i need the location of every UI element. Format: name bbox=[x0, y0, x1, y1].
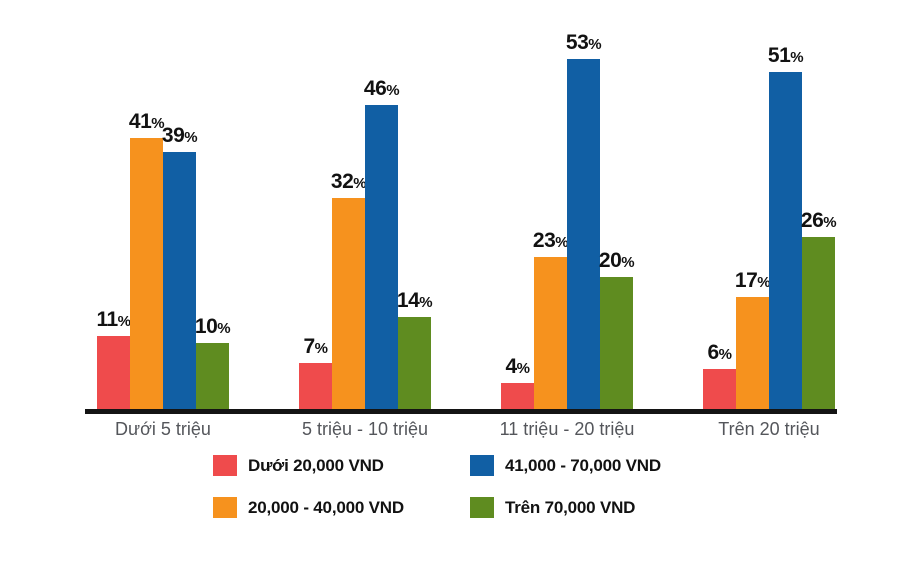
legend-label-2: 41,000 - 70,000 VND bbox=[505, 455, 661, 475]
bar-s1-c2 bbox=[534, 257, 567, 409]
bar-s1-c1 bbox=[332, 198, 365, 409]
bar-s2-c1 bbox=[365, 105, 398, 409]
legend-swatch-3 bbox=[470, 497, 494, 518]
bar-s0-c2 bbox=[501, 383, 534, 409]
value-label-s0-c3: 6% bbox=[707, 341, 732, 364]
legend-item-3: Trên 70,000 VND bbox=[470, 497, 635, 518]
percent-sign: % bbox=[516, 360, 530, 377]
category-label-3: Trên 20 triệu bbox=[718, 419, 820, 439]
value-label-s2-c0: 39% bbox=[161, 124, 198, 147]
legend-item-1: 20,000 - 40,000 VND bbox=[213, 497, 404, 518]
legend-item-2: 41,000 - 70,000 VND bbox=[470, 455, 661, 476]
category-label-2: 11 triệu - 20 triệu bbox=[499, 419, 635, 439]
legend-swatch-1 bbox=[213, 497, 237, 518]
value-label-s2-c1: 46% bbox=[363, 77, 400, 100]
bar-s2-c3 bbox=[769, 72, 802, 409]
value-label-s0-c2: 4% bbox=[505, 355, 530, 378]
legend-label-1: 20,000 - 40,000 VND bbox=[248, 497, 404, 517]
value-label-s1-c3: 17% bbox=[734, 269, 771, 292]
percent-sign: % bbox=[555, 234, 569, 251]
category-label-0: Dưới 5 triệu bbox=[115, 419, 211, 439]
percent-sign: % bbox=[718, 346, 732, 363]
percent-sign: % bbox=[790, 49, 804, 66]
category-label-1: 5 triệu - 10 triệu bbox=[301, 419, 429, 439]
value-label-s2-c3: 51% bbox=[767, 44, 804, 67]
value-label-s1-c0: 41% bbox=[128, 110, 165, 133]
value-label-s0-c0: 11% bbox=[96, 308, 131, 331]
percent-sign: % bbox=[151, 115, 165, 132]
bar-s2-c0 bbox=[163, 152, 196, 409]
percent-sign: % bbox=[184, 129, 198, 146]
percent-sign: % bbox=[823, 214, 837, 231]
percent-sign: % bbox=[217, 320, 231, 337]
legend-item-0: Dưới 20,000 VND bbox=[213, 455, 384, 476]
bar-s3-c3 bbox=[802, 237, 835, 409]
value-label-s3-c1: 14% bbox=[396, 289, 433, 312]
value-label-s2-c2: 53% bbox=[565, 31, 602, 54]
bar-s1-c0 bbox=[130, 138, 163, 409]
legend-swatch-0 bbox=[213, 455, 237, 476]
legend-label-3: Trên 70,000 VND bbox=[505, 497, 636, 517]
bar-s3-c0 bbox=[196, 343, 229, 409]
percent-sign: % bbox=[621, 254, 635, 271]
percent-sign: % bbox=[588, 36, 602, 53]
bar-s0-c1 bbox=[299, 363, 332, 409]
bar-s0-c3 bbox=[703, 369, 736, 409]
bar-s2-c2 bbox=[567, 59, 600, 409]
value-label-s1-c2: 23% bbox=[532, 229, 569, 252]
bar-s0-c0 bbox=[97, 336, 130, 409]
legend-swatch-2 bbox=[470, 455, 494, 476]
value-label-s1-c1: 32% bbox=[330, 170, 367, 193]
bar-s3-c2 bbox=[600, 277, 633, 409]
percent-sign: % bbox=[419, 294, 433, 311]
value-label-s3-c3: 26% bbox=[800, 209, 837, 232]
value-label-s0-c1: 7% bbox=[303, 335, 328, 358]
plot-area: 11% 41% 39% 10% 7% 32% 46% 14% 4% 23% 53% 20% 6% 17% 5… bbox=[85, 0, 837, 409]
legend-label-0: Dưới 20,000 VND bbox=[248, 455, 384, 475]
percent-sign: % bbox=[314, 340, 328, 357]
bar-s1-c3 bbox=[736, 297, 769, 409]
value-label-s3-c0: 10% bbox=[194, 315, 231, 338]
percent-sign: % bbox=[386, 82, 400, 99]
percent-sign: % bbox=[757, 274, 771, 291]
percent-sign: % bbox=[353, 175, 367, 192]
x-axis-line bbox=[85, 409, 837, 414]
percent-sign: % bbox=[117, 313, 131, 330]
value-label-s3-c2: 20% bbox=[598, 249, 635, 272]
bar-s3-c1 bbox=[398, 317, 431, 409]
